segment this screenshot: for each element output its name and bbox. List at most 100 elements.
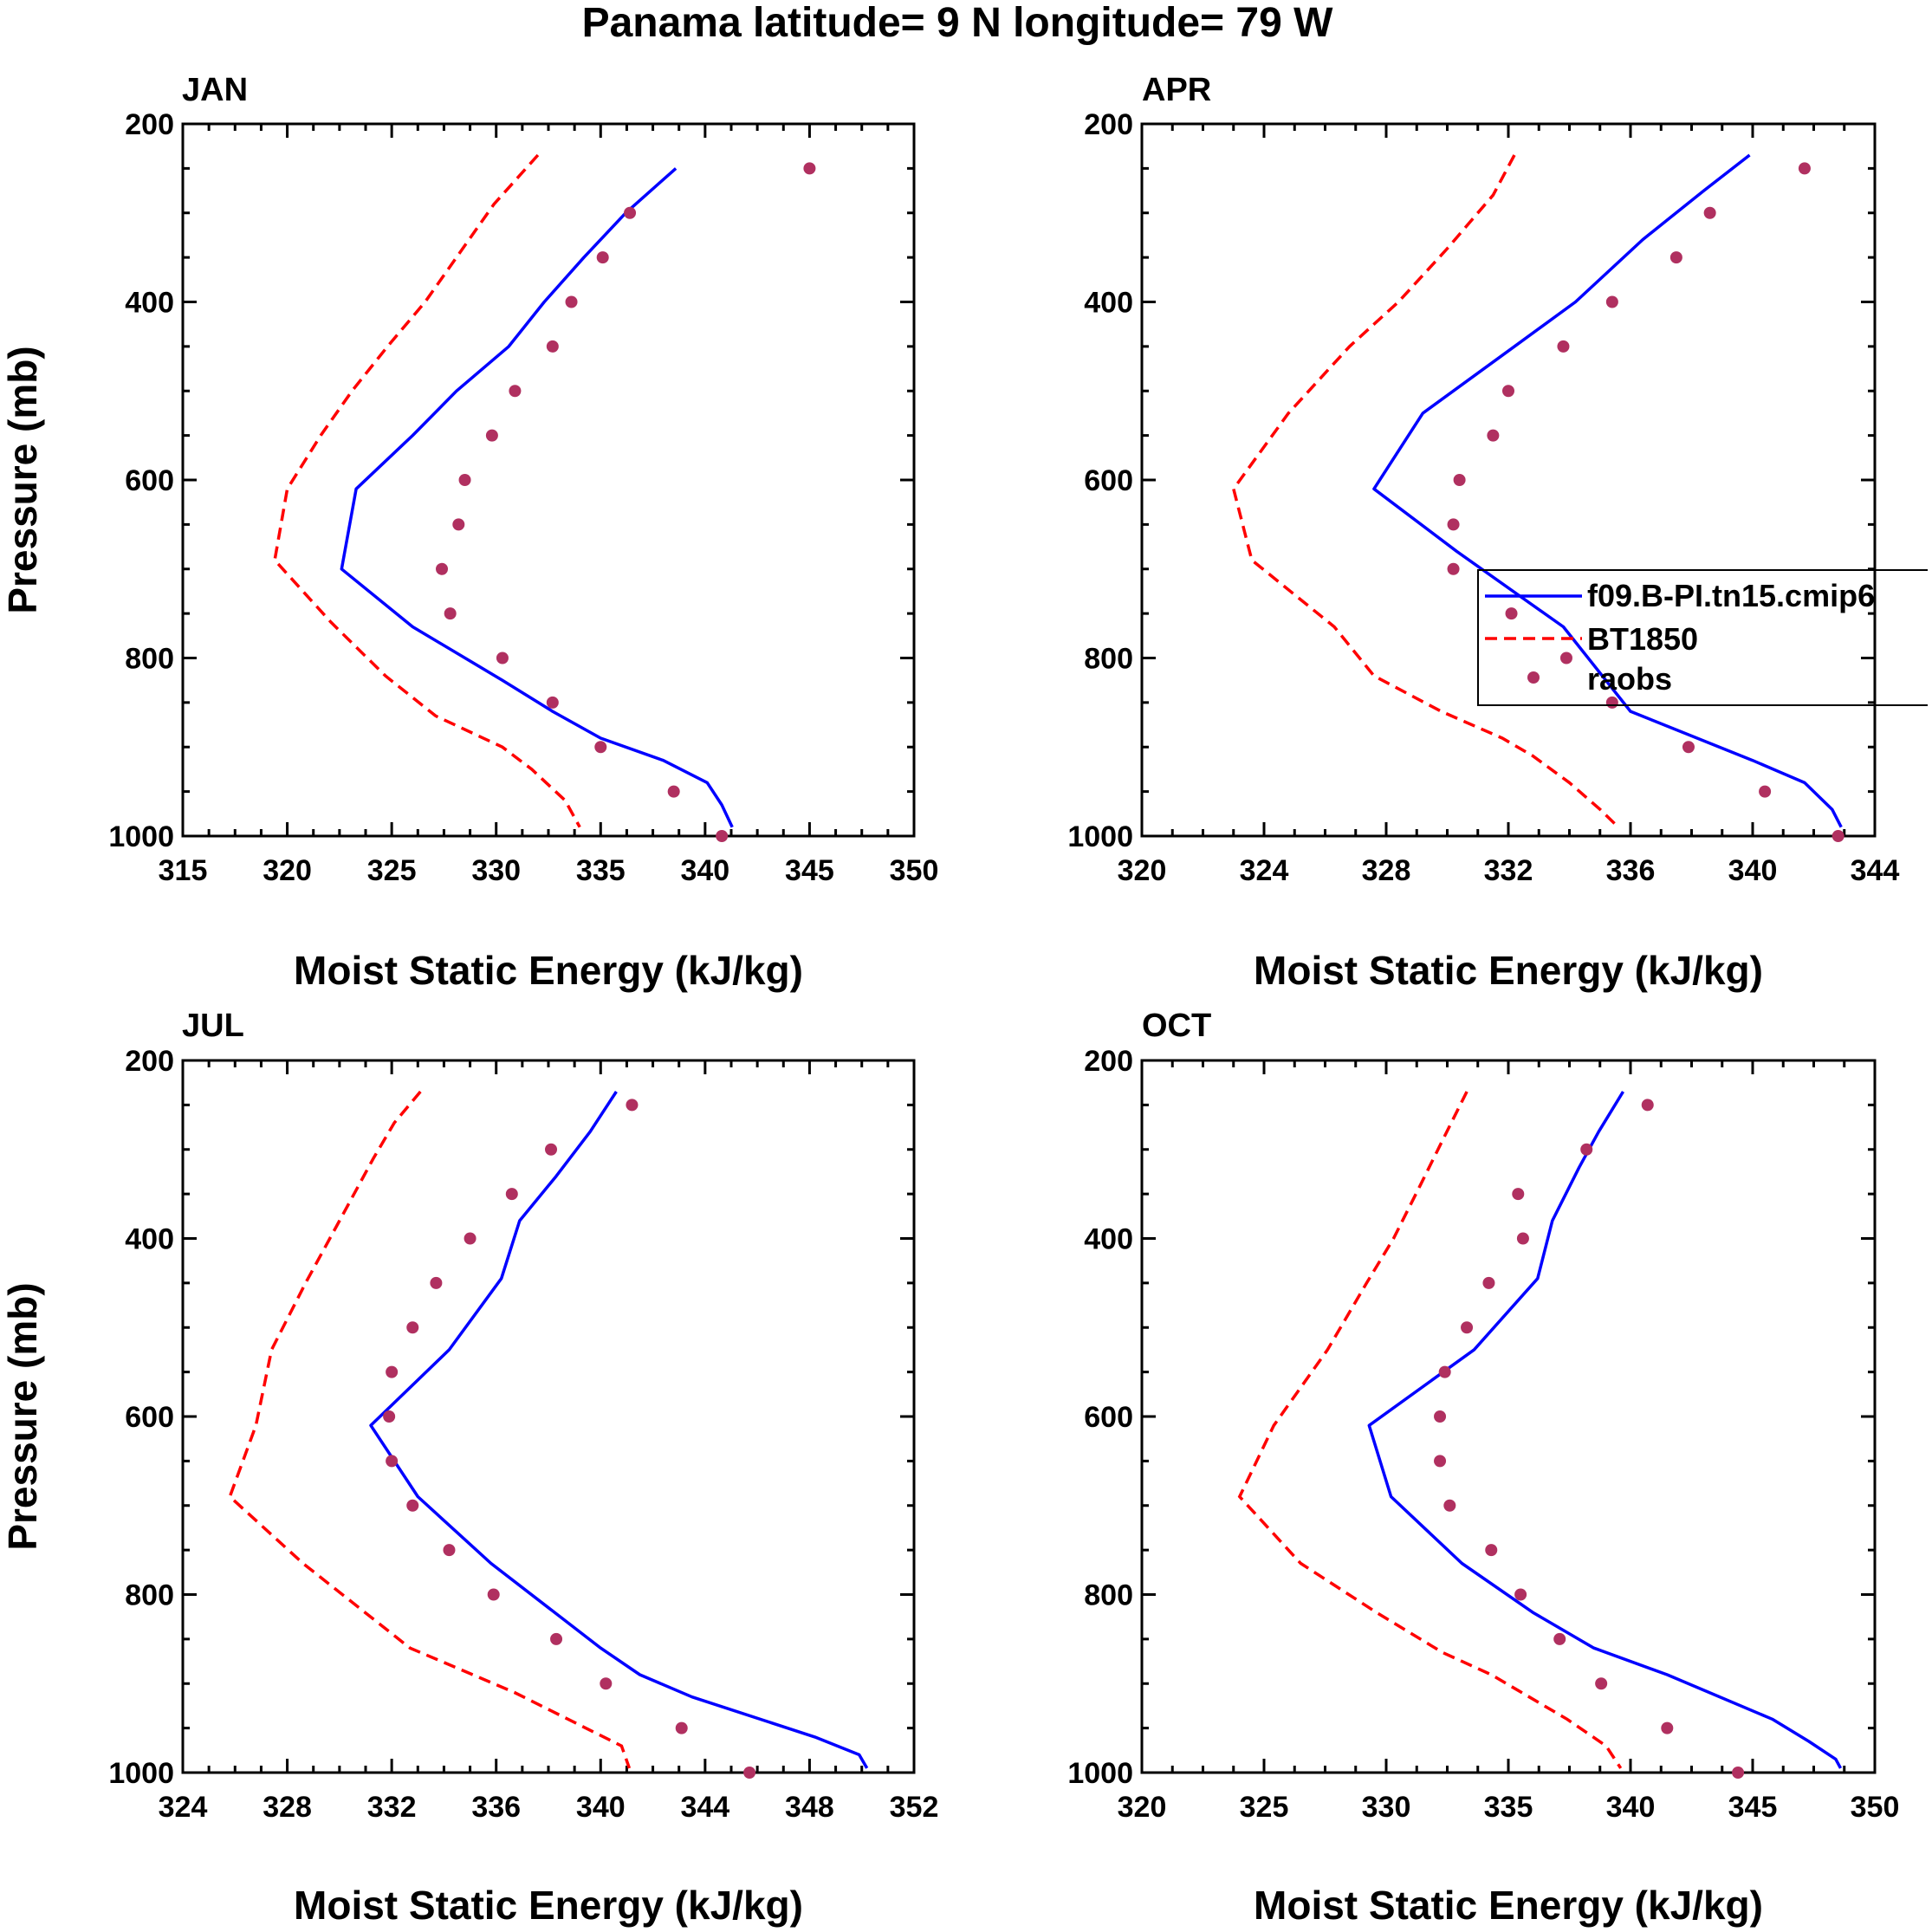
y-tick-label: 200	[125, 1045, 174, 1078]
model-profile-line	[369, 1091, 869, 1769]
raobs-point	[1434, 1455, 1447, 1468]
y-tick-label: 400	[1084, 287, 1133, 320]
raobs-point	[1487, 429, 1500, 442]
x-tick-label: 345	[785, 854, 834, 887]
x-tick-label: 328	[263, 1791, 312, 1824]
x-tick-label: 330	[1362, 1791, 1411, 1824]
raobs-point	[1505, 607, 1518, 620]
raobs-point	[1516, 1232, 1529, 1245]
bt1850-profile-line	[273, 153, 581, 828]
raobs-point	[452, 518, 465, 531]
y-tick-label: 1000	[1067, 820, 1133, 853]
raobs-point	[716, 830, 729, 842]
y-tick-label: 1000	[1067, 1757, 1133, 1790]
raobs-point	[1447, 518, 1460, 531]
raobs-point	[1485, 1544, 1498, 1557]
x-tick-label: 344	[1851, 854, 1900, 887]
y-tick-label: 800	[1084, 1579, 1133, 1612]
x-tick-label: 344	[680, 1791, 729, 1824]
raobs-point	[600, 1677, 613, 1690]
raobs-point	[546, 340, 559, 353]
x-tick-label: 336	[1606, 854, 1656, 887]
raobs-point	[464, 1232, 477, 1245]
y-tick-label: 200	[1084, 1045, 1133, 1078]
y-tick-label: 800	[1084, 643, 1133, 676]
raobs-point	[1595, 1677, 1608, 1690]
raobs-point	[743, 1767, 756, 1779]
bt1850-profile-line	[1231, 154, 1620, 828]
raobs-point	[545, 1143, 558, 1156]
raobs-point	[550, 1632, 563, 1645]
raobs-point	[443, 1544, 456, 1557]
raobs-point	[496, 652, 509, 665]
figure-title: Panama latitude= 9 N longitude= 79 W	[582, 0, 1334, 46]
raobs-point	[1732, 1767, 1745, 1779]
x-tick-label: 330	[471, 854, 521, 887]
plot-frame	[181, 1059, 916, 1774]
y-tick-label: 200	[1084, 108, 1133, 141]
raobs-point	[505, 1188, 518, 1201]
raobs-point	[485, 429, 498, 442]
x-tick-label: 352	[890, 1791, 939, 1824]
x-tick-label: 320	[1118, 1791, 1167, 1824]
raobs-point	[1798, 162, 1811, 175]
raobs-point	[1661, 1721, 1674, 1734]
raobs-point	[1605, 696, 1618, 709]
raobs-point	[444, 607, 457, 620]
model-profile-line	[1372, 153, 1843, 828]
y-tick-label: 400	[125, 1223, 174, 1256]
legend-label-bt1850: BT1850	[1587, 621, 1698, 657]
raobs-point	[487, 1588, 500, 1601]
y-tick-label: 1000	[108, 1757, 174, 1790]
raobs-point	[803, 162, 816, 175]
raobs-point	[1443, 1499, 1456, 1512]
x-tick-label: 335	[1484, 1791, 1533, 1824]
raobs-point	[1641, 1099, 1654, 1112]
x-tick-label: 320	[1118, 854, 1167, 887]
x-tick-label: 350	[890, 854, 939, 887]
raobs-point	[406, 1321, 419, 1334]
legend-label-raobs: raobs	[1587, 661, 1672, 697]
raobs-point	[436, 562, 449, 575]
raobs-point	[1438, 1365, 1451, 1378]
y-axis-label: Pressure (mb)	[0, 346, 45, 613]
x-tick-label: 332	[367, 1791, 417, 1824]
raobs-point	[406, 1499, 419, 1512]
x-axis-label: Moist Static Energy (kJ/kg)	[1254, 1883, 1763, 1928]
x-tick-label: 350	[1851, 1791, 1900, 1824]
raobs-point	[596, 251, 609, 264]
raobs-point	[386, 1365, 399, 1378]
legend: f09.B-PI.tn15.cmip6 BT1850 raobs	[1477, 569, 1928, 706]
x-tick-label: 324	[159, 1791, 208, 1824]
plot-frame	[1140, 1059, 1877, 1774]
x-tick-label: 315	[159, 854, 208, 887]
panel-apr: APR Moist Static Energy (kJ/kg) 320 324 32…	[1067, 72, 1899, 993]
x-tick-label: 320	[263, 854, 312, 887]
raobs-point	[1553, 1632, 1566, 1645]
raobs-point	[626, 1099, 639, 1112]
raobs-point	[1434, 1410, 1447, 1423]
raobs-point	[1447, 562, 1460, 575]
raobs-point	[430, 1276, 443, 1289]
raobs-point	[458, 474, 471, 486]
x-tick-label: 340	[1606, 1791, 1656, 1824]
x-axis-label: Moist Static Energy (kJ/kg)	[294, 1883, 803, 1928]
panel-title: JAN	[182, 72, 248, 108]
raobs-point	[1759, 785, 1772, 798]
x-tick-label: 324	[1240, 854, 1289, 887]
raobs-point	[1557, 340, 1570, 353]
x-axis-label: Moist Static Energy (kJ/kg)	[1254, 948, 1763, 993]
y-tick-label: 600	[125, 464, 174, 497]
raobs-point	[1512, 1188, 1525, 1201]
raobs-point	[1514, 1588, 1527, 1601]
y-tick-label: 800	[125, 643, 174, 676]
raobs-point	[565, 295, 578, 308]
raobs-point	[1461, 1321, 1474, 1334]
y-tick-label: 200	[125, 108, 174, 141]
panel-oct: OCT Moist Static Energy (kJ/kg) 320 325 33…	[1067, 1008, 1899, 1928]
x-tick-label: 328	[1362, 854, 1411, 887]
panel-title: JUL	[182, 1008, 244, 1044]
raobs-point	[624, 206, 637, 219]
x-tick-label: 336	[471, 1791, 521, 1824]
